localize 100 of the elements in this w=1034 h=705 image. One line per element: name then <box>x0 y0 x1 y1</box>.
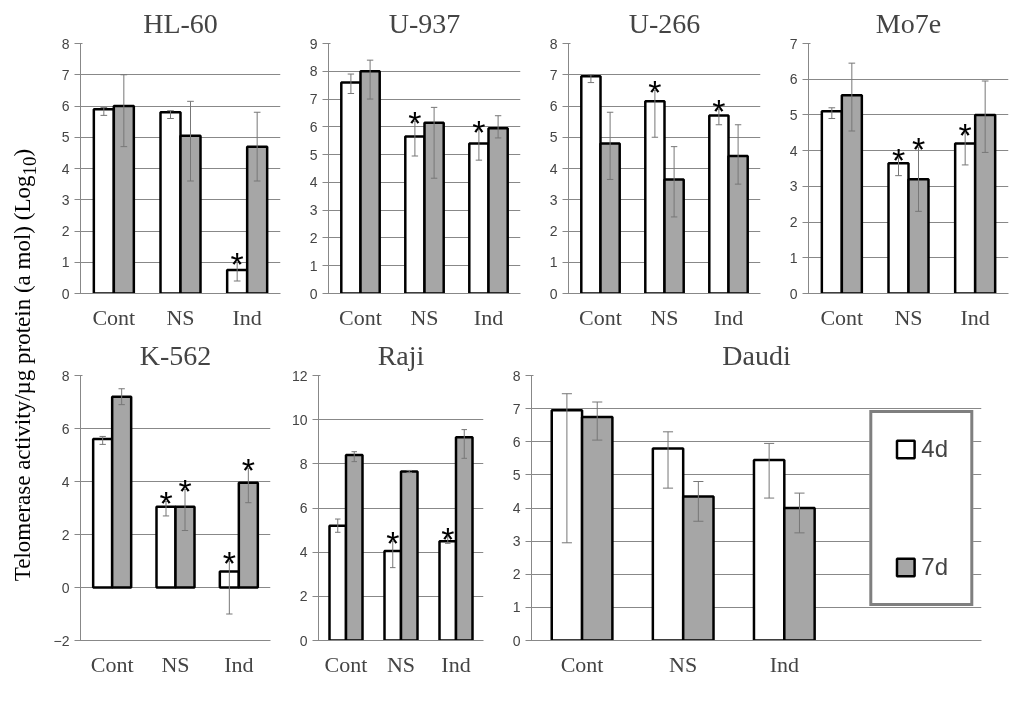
data-label: * <box>241 451 255 490</box>
data-label: * <box>178 472 192 511</box>
y-tick-label: 6 <box>512 433 521 450</box>
data-label: * <box>712 92 726 131</box>
y-tick-label: 5 <box>512 466 521 483</box>
legend-label: 7d <box>921 552 948 581</box>
y-tick-label: 2 <box>61 526 70 543</box>
x-tick-label: Ind <box>713 304 744 330</box>
chart-title: Daudi <box>722 339 791 371</box>
x-tick-label: Ind <box>960 304 990 330</box>
y-tick-label: 5 <box>309 146 318 163</box>
y-tick-label: 10 <box>291 411 308 428</box>
chart-title: HL-60 <box>143 7 218 39</box>
x-tick-label: NS <box>650 304 679 330</box>
x-tick-label: Cont <box>339 304 382 330</box>
y-tick-label: 0 <box>299 632 308 649</box>
y-tick-label: 7 <box>309 91 318 108</box>
y-tick-label: 7 <box>549 66 558 83</box>
x-tick-label: NS <box>161 651 190 677</box>
y-tick-label: 7 <box>61 66 70 83</box>
y-tick-label: −2 <box>53 632 70 649</box>
y-tick-label: 0 <box>61 285 70 302</box>
chart-title: U-266 <box>628 7 701 39</box>
y-tick-label: 4 <box>61 160 70 177</box>
y-tick-label: 5 <box>789 106 798 123</box>
y-tick-label: 5 <box>61 129 70 146</box>
x-tick-label: Ind <box>769 651 799 677</box>
x-tick-label: Cont <box>560 651 604 677</box>
data-label: * <box>891 140 906 179</box>
y-tick-label: 4 <box>309 174 318 191</box>
x-tick-label: Ind <box>441 651 471 677</box>
data-label: * <box>911 130 926 169</box>
y-tick-label: 7 <box>789 35 798 52</box>
y-tick-label: 2 <box>309 229 318 246</box>
y-tick-label: 2 <box>789 214 798 231</box>
y-tick-label: 1 <box>61 254 70 271</box>
y-tick-label: 9 <box>309 35 318 52</box>
y-tick-label: 5 <box>549 129 558 146</box>
x-tick-label: Cont <box>820 304 864 330</box>
y-tick-label: 0 <box>549 285 558 302</box>
y-tick-label: 2 <box>299 588 308 605</box>
x-tick-label: Ind <box>473 304 504 330</box>
y-tick-label: 8 <box>512 367 521 384</box>
y-tick-label: 0 <box>61 579 70 596</box>
y-tick-label: 6 <box>309 118 318 135</box>
y-tick-label: 7 <box>512 400 521 417</box>
x-tick-label: NS <box>386 651 416 677</box>
x-tick-label: NS <box>669 651 698 677</box>
data-label: * <box>441 519 455 558</box>
y-tick-label: 0 <box>512 632 521 649</box>
x-tick-label: Ind <box>232 304 262 330</box>
chart-title: U-937 <box>388 7 461 39</box>
data-label: * <box>159 484 173 523</box>
data-label: * <box>958 115 972 154</box>
x-tick-label: Cont <box>92 304 136 330</box>
y-tick-label: 2 <box>512 566 521 583</box>
y-tick-label: 3 <box>789 178 798 195</box>
y-tick-label: 0 <box>309 285 318 302</box>
y-tick-label: 1 <box>789 249 798 266</box>
chart-title: Mo7e <box>875 7 942 39</box>
y-tick-label: 3 <box>512 533 521 550</box>
y-tick-label: 12 <box>291 367 308 384</box>
y-tick-label: 6 <box>789 71 798 88</box>
y-tick-label: 8 <box>61 35 70 52</box>
x-tick-label: NS <box>166 304 195 330</box>
y-tick-label: 4 <box>789 142 798 159</box>
y-tick-label: 6 <box>61 98 70 114</box>
x-tick-label: Cont <box>324 651 368 677</box>
y-tick-label: 8 <box>61 367 70 384</box>
data-label: * <box>222 544 236 582</box>
y-tick-label: 8 <box>309 63 318 80</box>
x-tick-label: NS <box>894 304 923 330</box>
y-tick-label: 8 <box>299 455 308 472</box>
y-tick-label: 1 <box>309 257 318 274</box>
y-tick-label: 6 <box>299 500 308 516</box>
y-tick-label: 8 <box>549 35 558 52</box>
data-label: * <box>386 524 400 563</box>
chart-title: Raji <box>377 339 425 371</box>
y-tick-label: 1 <box>549 254 558 271</box>
y-tick-label: 4 <box>61 473 70 490</box>
x-tick-label: NS <box>410 304 439 330</box>
y-tick-label: 2 <box>61 223 70 239</box>
data-label: * <box>230 245 244 284</box>
y-tick-label: 0 <box>789 285 798 302</box>
y-tick-label: 1 <box>512 599 521 616</box>
y-tick-label: 4 <box>512 500 521 516</box>
x-tick-label: Cont <box>579 304 622 330</box>
x-tick-label: Ind <box>224 651 254 677</box>
data-label: * <box>472 112 486 151</box>
y-tick-label: 4 <box>299 544 308 561</box>
y-tick-label: 3 <box>549 191 558 208</box>
x-tick-label: Cont <box>90 651 134 677</box>
y-tick-label: 3 <box>61 191 70 208</box>
legend-label: 4d <box>921 434 948 463</box>
data-label: * <box>648 73 662 112</box>
y-tick-label: 6 <box>549 98 558 114</box>
data-label: * <box>408 104 422 143</box>
y-tick-label: 3 <box>309 202 318 219</box>
y-tick-label: 4 <box>549 160 558 177</box>
y-tick-label: 2 <box>549 223 558 239</box>
